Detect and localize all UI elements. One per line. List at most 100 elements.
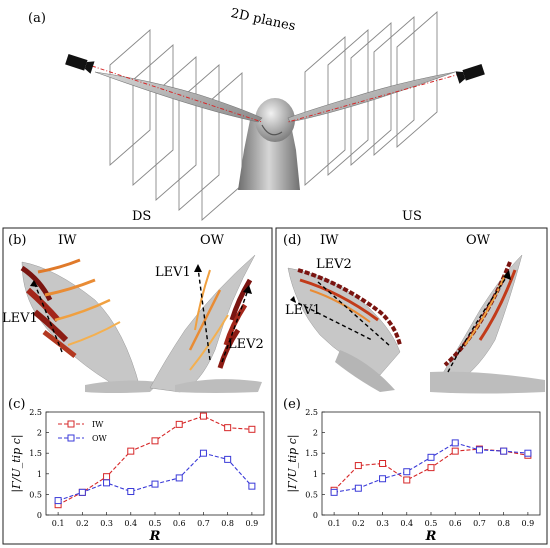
x-tick-label: 0.7 [197, 519, 210, 528]
y-tick-label: 0 [313, 511, 318, 520]
y-axis-label: |Γ/U_tip c| [10, 434, 24, 492]
iw-wing-d [287, 267, 401, 376]
panel-b-label: (b) [8, 233, 26, 248]
x-tick-label: 0.2 [352, 519, 365, 528]
series-0-point [379, 460, 387, 467]
lev2-arrow-ow-b [221, 289, 249, 363]
y-tick-label: 2.5 [29, 408, 42, 417]
panel-c-label: (c) [8, 397, 25, 412]
series-0-point [127, 447, 135, 455]
series-0-point [248, 425, 256, 433]
left-wing [94, 71, 263, 123]
x-tick-label: 0.2 [76, 519, 89, 528]
y-tick-label: 0.5 [305, 490, 318, 499]
panel-e: (e) 0 0.5 1 1.5 2 2.5 0.1 0.2 0.3 0.4 0.5 0.6 0.7 0.8… [283, 397, 541, 544]
camera-left-icon [65, 53, 95, 74]
panel-d-wing-left: IW [320, 233, 339, 248]
legend-label: IW [92, 420, 104, 429]
x-tick-label: 0.6 [173, 519, 186, 528]
legend-marker [67, 434, 75, 442]
series-1-point [54, 497, 62, 505]
x-tick-label: 0.7 [473, 519, 486, 528]
x-tick-label: 0.4 [400, 519, 413, 528]
y-tick-label: 2 [313, 429, 318, 438]
series-1-point [475, 446, 483, 454]
series-1-point [224, 455, 232, 463]
legend-marker [67, 420, 75, 428]
series-1-point [379, 475, 387, 483]
x-tick-label: 0.1 [52, 519, 65, 528]
series-1-point [403, 468, 411, 476]
legend-label: OW [92, 434, 108, 443]
series-0-point [103, 473, 111, 481]
series-1-point [199, 449, 207, 457]
left-planes [109, 29, 243, 221]
x-tick-label: 0.6 [449, 519, 462, 528]
lev1-label-iw-d: LEV1 [285, 303, 321, 318]
x-tick-label: 0.8 [221, 519, 234, 528]
x-tick-label: 0.9 [246, 519, 259, 528]
lev2-arrow-iw-d [317, 281, 391, 347]
lev2-label-iw-d: LEV2 [316, 257, 352, 272]
y-tick-label: 2 [37, 429, 42, 438]
series-1-point [330, 488, 338, 496]
series-line-1 [57, 452, 253, 502]
series-0-point [224, 424, 232, 432]
vortex-iw-d [297, 268, 402, 346]
lev1-label-ow-b: LEV1 [155, 265, 191, 280]
y-tick-label: 0.5 [29, 490, 42, 499]
panel-a-label: (a) [28, 11, 46, 26]
panel-b: (b) IW OW LEV1 [2, 233, 264, 393]
lev1-arrow-iw-d [291, 299, 373, 341]
series-1-point [451, 439, 459, 447]
x-tick-label: 0.9 [522, 519, 535, 528]
x-tick-label: 0.3 [100, 519, 113, 528]
lev1-arrow-ow-b [197, 267, 211, 361]
y-tick-label: 1 [313, 470, 318, 479]
series-1-point [78, 488, 86, 496]
series-1-point [175, 474, 183, 482]
series-0-point [451, 447, 459, 455]
right-wing [287, 71, 456, 123]
plot-frame [321, 411, 541, 516]
panel-c: (c) 0 0.5 1 1.5 2 2.5 0.1 0.2 0.3 0.4 0.5 0.6 0.7 0.8… [8, 397, 265, 544]
x-axis-label: R [425, 529, 437, 544]
panel-d-wing-right: OW [466, 233, 491, 248]
x-tick-label: 0.1 [328, 519, 341, 528]
x-tick-label: 0.8 [497, 519, 510, 528]
chart-e: 0 0.5 1 1.5 2 2.5 0.1 0.2 0.3 0.4 0.5 0.6 0.7 0.8 0.9 R… [286, 408, 541, 544]
series-0-point [175, 420, 183, 428]
panel-b-frame [2, 227, 273, 545]
panel-d-label: (d) [283, 233, 301, 248]
series-1-point [427, 453, 435, 461]
laser-right [287, 73, 461, 123]
series-0-point [151, 437, 159, 445]
y-tick-label: 0 [37, 511, 42, 520]
series-1-point [354, 484, 362, 492]
series-1-point [248, 482, 256, 490]
side-ds: DS [132, 209, 151, 224]
y-axis-label: |Γ/U_tip c| [286, 434, 300, 492]
laser-left [91, 65, 263, 123]
lev1-arrow-iw-b [33, 281, 63, 353]
series-0-point [354, 462, 362, 470]
lev-arrow-ow-d [447, 274, 509, 373]
planes-label: 2D planes [229, 6, 296, 34]
series-line-0 [57, 415, 252, 506]
y-tick-label: 1.5 [305, 449, 318, 458]
x-tick-label: 0.5 [425, 519, 438, 528]
x-axis-label: R [149, 529, 161, 544]
series-1-point [524, 449, 532, 457]
vortex-ow-d [443, 261, 517, 367]
lev1-label-iw-b: LEV1 [2, 311, 38, 326]
x-tick-label: 0.5 [149, 519, 162, 528]
bird-head [255, 98, 295, 142]
series-1-point [151, 480, 159, 488]
y-tick-label: 2.5 [305, 408, 318, 417]
series-1-point [500, 447, 508, 455]
panel-b-wing-left: IW [58, 233, 77, 248]
panel-e-label: (e) [283, 397, 301, 412]
series-0-point [199, 412, 207, 420]
right-planes [304, 11, 438, 186]
